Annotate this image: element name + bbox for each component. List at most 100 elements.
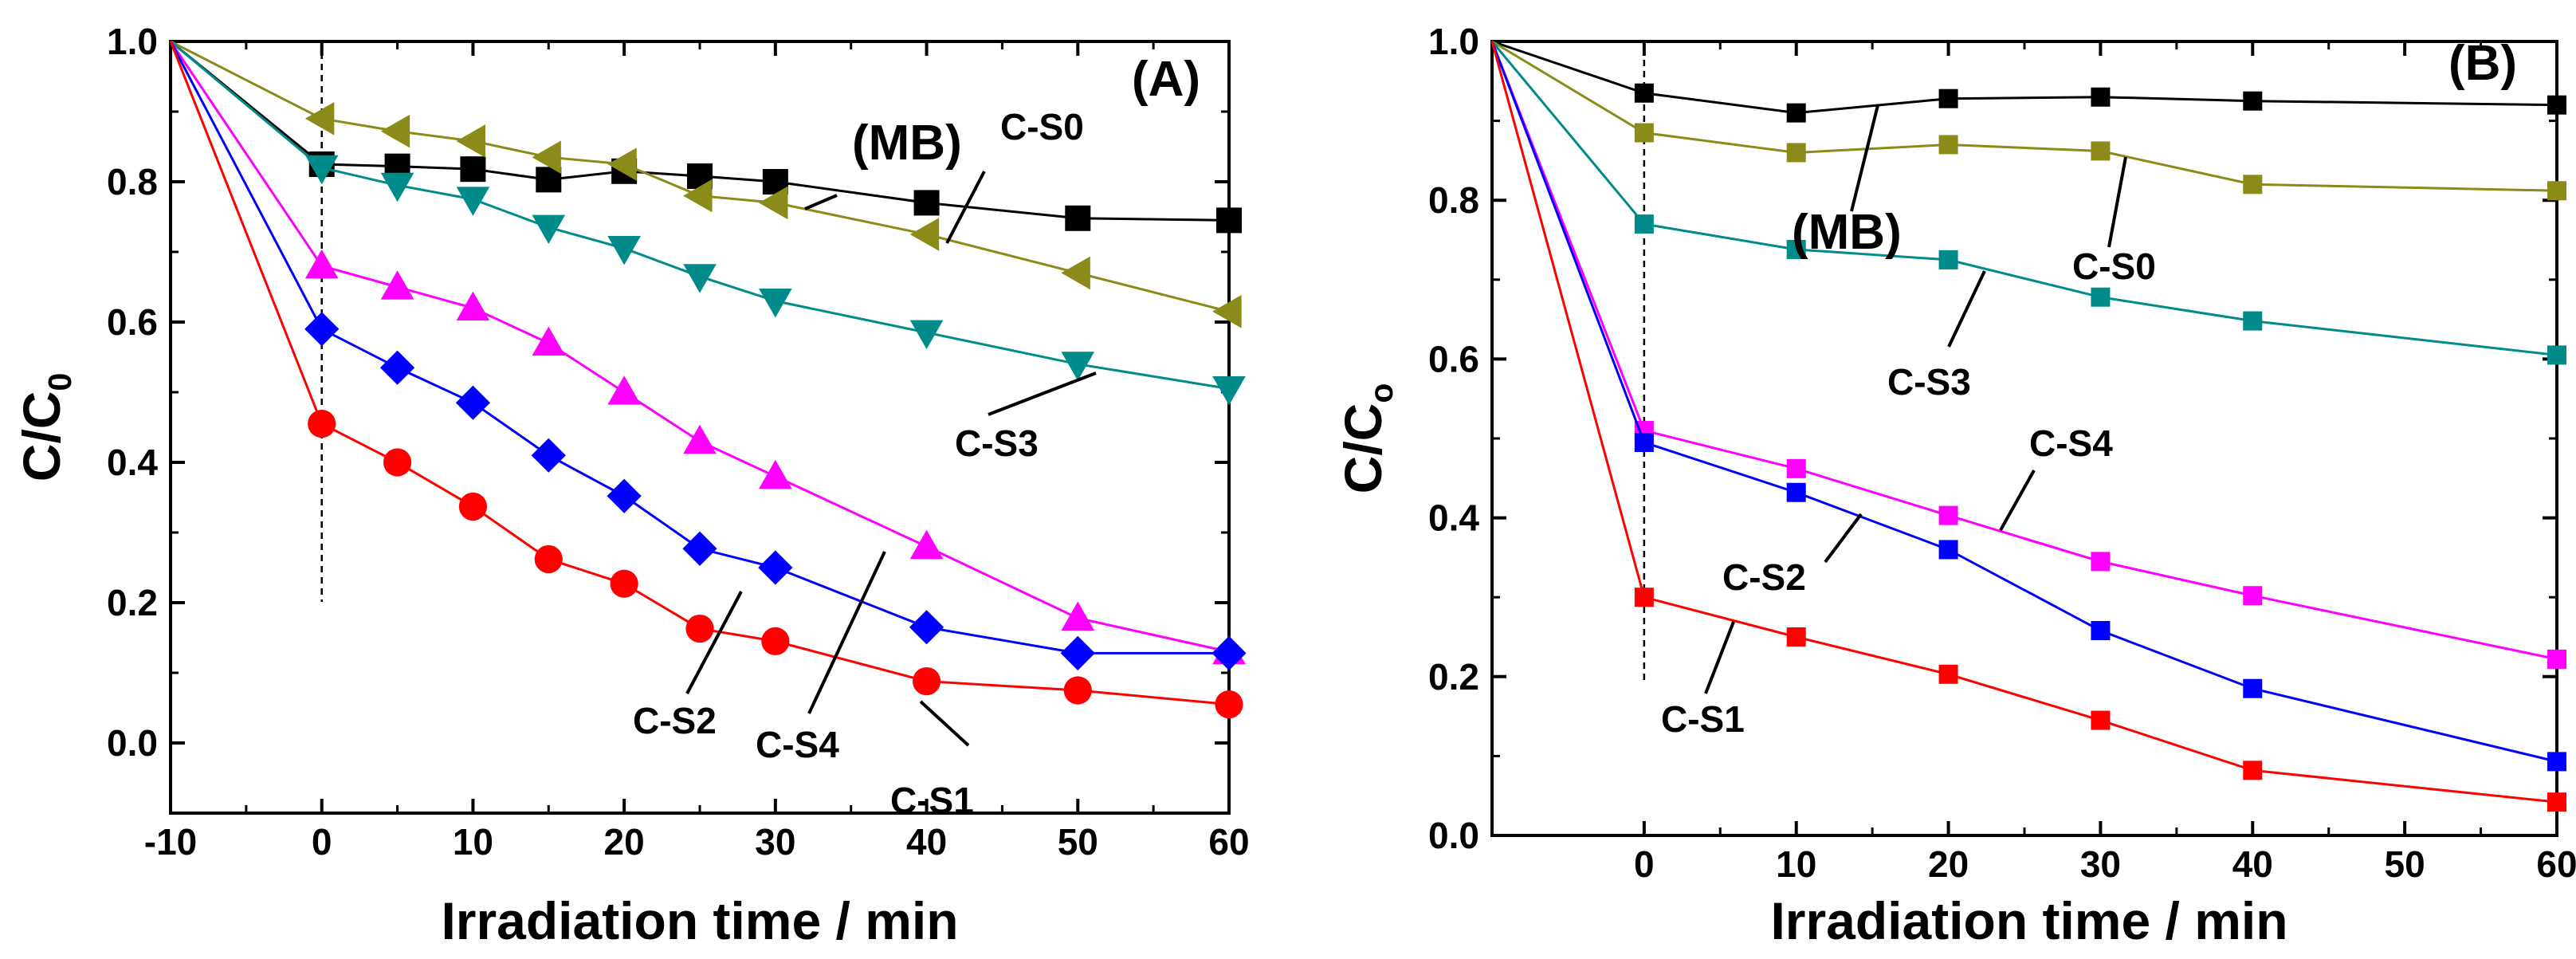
x-tick-label: 40: [2232, 843, 2273, 885]
data-point-mb: [1938, 88, 1958, 108]
y-tick-label: 1.0: [107, 21, 158, 62]
data-point-c-s2: [2091, 621, 2111, 641]
panel-b: 0 10 20 30 40 50 60 0.0 0.2 0.4 0.6 0.8 1.0 Irradiati…: [1333, 21, 2576, 950]
data-point-c-s0: [683, 179, 713, 213]
x-tick-label: 50: [2385, 843, 2425, 885]
data-point-c-s3: [1786, 239, 1806, 259]
data-point-c-s1: [1063, 676, 1092, 705]
x-axis-title: Irradiation time / min: [1770, 891, 2287, 950]
data-point-mb: [2547, 95, 2566, 115]
panel-label: (A): [1132, 52, 1200, 107]
x-axis: -10 0 10 20 30 40 50 60: [144, 41, 1250, 863]
y-tick-label: 0.0: [107, 722, 158, 764]
data-point-c-s4: [2243, 586, 2263, 606]
annotation-leader-line: [1704, 621, 1735, 694]
data-point-c-s3: [304, 155, 339, 185]
data-point-c-s3: [683, 264, 717, 293]
panel-a: -10 0 10 20 30 40 50 60 0.0 0.2 0.4 0.6 0.8 1.0 Irradi…: [12, 21, 1250, 950]
y-tick-label: 0.4: [107, 442, 158, 483]
data-point-c-s0: [1634, 123, 1654, 143]
x-tick-label: 50: [1058, 821, 1098, 863]
x-tick-label: 10: [1776, 843, 1816, 885]
data-point-c-s1: [1938, 664, 1958, 684]
y-tick-label: 0.2: [1428, 656, 1479, 698]
y-tick-label: 0.6: [107, 301, 158, 343]
data-point-c-s3: [909, 320, 944, 349]
annotation-label: C-S0: [1000, 106, 1084, 147]
x-tick-label: 30: [755, 821, 795, 863]
annotation-leader-line: [2107, 156, 2127, 248]
data-point-c-s4: [1938, 505, 1958, 525]
data-point-c-s1: [308, 410, 336, 438]
series-c-s3: [1490, 41, 2566, 365]
data-point-c-s2: [607, 478, 642, 513]
data-point-c-s0: [380, 114, 410, 148]
data-point-c-s4: [759, 459, 792, 489]
annotation-leader-line: [1999, 470, 2036, 531]
x-tick-label: 0: [312, 821, 332, 863]
panel-label: (B): [2448, 36, 2517, 91]
y-tick-label: 0.8: [107, 161, 158, 202]
data-point-c-s3: [532, 214, 566, 244]
data-point-c-s4: [909, 529, 944, 560]
data-point-c-s2: [304, 312, 340, 347]
data-point-c-s2: [1060, 635, 1095, 670]
data-point-c-s0: [909, 218, 940, 251]
annotation-label: C-S3: [1887, 361, 1971, 403]
data-point-c-s4: [2547, 649, 2566, 669]
data-point-c-s3: [607, 236, 641, 265]
data-point-c-s3: [759, 289, 792, 318]
annotation-label: C-S2: [633, 700, 717, 741]
series-c-s1: [1490, 41, 2566, 812]
data-point-c-s4: [304, 249, 339, 279]
x-axis: 0 10 20 30 40 50 60: [1634, 41, 2576, 885]
data-point-c-s0: [532, 140, 561, 174]
annotation-label: (MB): [852, 116, 962, 171]
data-point-c-s3: [2091, 287, 2111, 307]
annotation-label: C-S1: [1661, 698, 1745, 740]
data-point-c-s0: [2091, 141, 2111, 161]
data-point-c-s2: [455, 385, 491, 420]
data-point-c-s2: [758, 550, 793, 585]
data-point-mb: [1786, 103, 1806, 123]
data-point-c-s1: [761, 627, 790, 656]
data-point-c-s4: [532, 326, 566, 356]
data-point-c-s2: [1634, 432, 1654, 452]
y-axis: 0.0 0.2 0.4 0.6 0.8 1.0: [107, 21, 1229, 764]
annotation-c-s1: C-S1: [1661, 621, 1745, 740]
x-axis-title: Irradiation time / min: [441, 891, 958, 950]
data-point-c-s0: [759, 186, 788, 220]
data-point-c-s1: [383, 448, 412, 477]
data-point-c-s3: [1212, 376, 1246, 406]
annotation-leader-line: [1824, 513, 1863, 564]
series-c-s2: [169, 41, 1247, 670]
annotation-c-s4: C-S4: [1999, 423, 2113, 531]
annotation-leader-line: [807, 551, 886, 714]
annotation-leader-line: [685, 591, 743, 694]
annotation-leader-line: [1947, 270, 1986, 348]
y-tick-label: 0.4: [1428, 497, 1479, 539]
y-tick-label: 0.6: [1428, 338, 1479, 379]
data-point-c-s1: [912, 666, 941, 696]
data-point-mb: [1216, 207, 1242, 234]
data-point-c-s4: [2091, 552, 2111, 572]
data-point-c-s3: [2547, 345, 2566, 365]
data-point-c-s3: [380, 172, 414, 202]
annotation-c-s1: C-S1: [890, 700, 974, 821]
data-point-c-s0: [1786, 143, 1806, 163]
data-point-c-s0: [2547, 181, 2566, 201]
y-axis-title-subscript: o: [1363, 383, 1400, 403]
data-point-mb: [1634, 83, 1654, 103]
annotation-c-s2: C-S2: [1722, 513, 1863, 598]
data-point-c-s0: [607, 147, 637, 181]
data-point-c-s3: [1938, 250, 1958, 269]
data-point-c-s4: [456, 291, 490, 320]
annotation-leader-line: [945, 171, 986, 244]
data-point-c-s2: [2243, 678, 2263, 698]
x-tick-label: 20: [1928, 843, 1969, 885]
annotation-c-s4: C-S4: [756, 551, 886, 765]
data-point-c-s0: [1061, 256, 1090, 290]
data-point-mb: [1065, 205, 1091, 231]
data-point-c-s4: [380, 270, 414, 300]
